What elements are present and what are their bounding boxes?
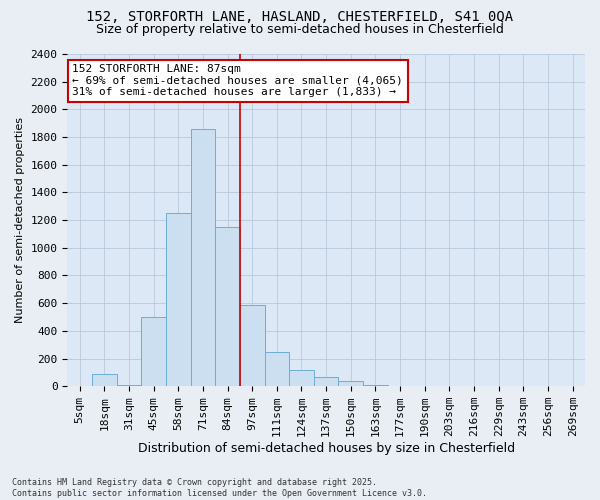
Text: Contains HM Land Registry data © Crown copyright and database right 2025.
Contai: Contains HM Land Registry data © Crown c… [12, 478, 427, 498]
Bar [338, 382, 363, 386]
Bar [191, 128, 215, 386]
Bar [116, 385, 141, 386]
Bar [141, 317, 166, 386]
Bar [166, 213, 191, 386]
Bar [240, 304, 265, 386]
Text: 152, STORFORTH LANE, HASLAND, CHESTERFIELD, S41 0QA: 152, STORFORTH LANE, HASLAND, CHESTERFIE… [86, 10, 514, 24]
Text: 152 STORFORTH LANE: 87sqm
← 69% of semi-detached houses are smaller (4,065)
31% : 152 STORFORTH LANE: 87sqm ← 69% of semi-… [73, 64, 403, 97]
Bar [215, 227, 240, 386]
Bar [314, 377, 338, 386]
Bar [92, 374, 116, 386]
Bar [289, 370, 314, 386]
Bar [265, 352, 289, 386]
X-axis label: Distribution of semi-detached houses by size in Chesterfield: Distribution of semi-detached houses by … [137, 442, 515, 455]
Bar [363, 385, 388, 386]
Y-axis label: Number of semi-detached properties: Number of semi-detached properties [15, 117, 25, 323]
Text: Size of property relative to semi-detached houses in Chesterfield: Size of property relative to semi-detach… [96, 22, 504, 36]
